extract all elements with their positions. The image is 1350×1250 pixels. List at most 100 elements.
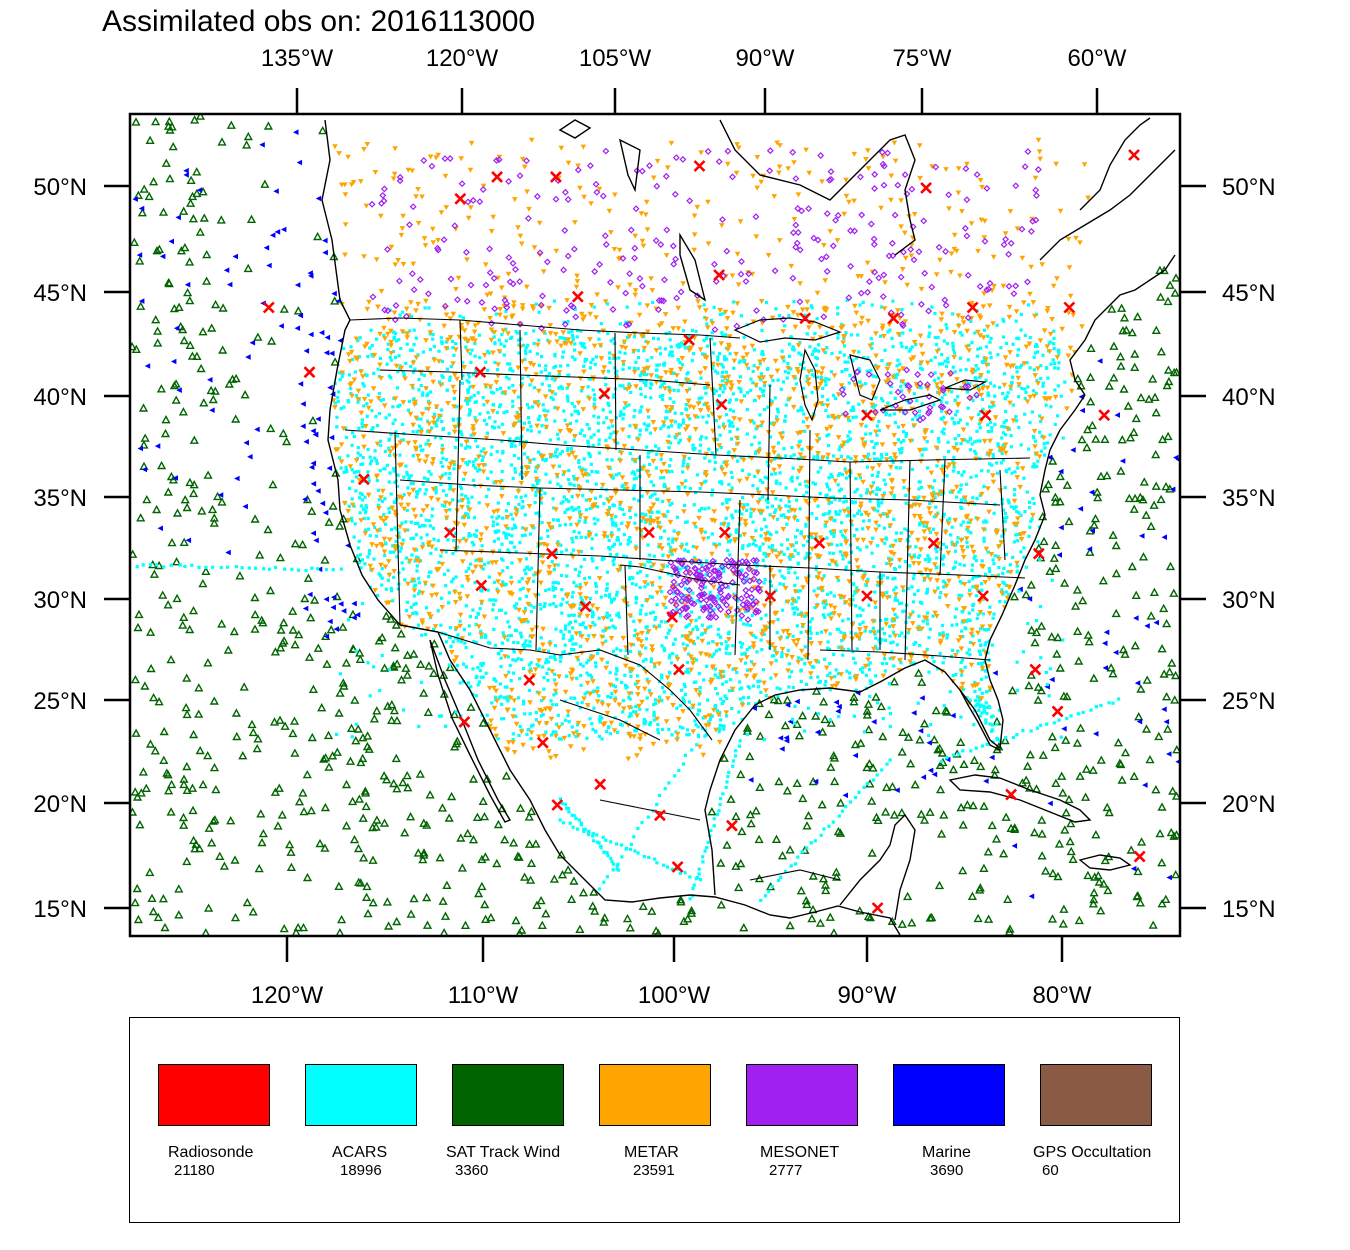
acars-marker: [778, 471, 782, 475]
acars-marker: [402, 493, 406, 497]
sat-track-wind-marker: [984, 914, 994, 923]
sat-track-wind-marker: [736, 769, 746, 779]
sat-track-wind-marker: [1171, 273, 1180, 282]
acars-marker: [518, 597, 522, 601]
sat-track-wind-marker: [1061, 808, 1071, 817]
acars-marker: [456, 639, 460, 643]
acars-marker: [934, 343, 939, 347]
sat-track-wind-marker: [1089, 520, 1099, 529]
sat-track-wind-marker: [166, 807, 176, 816]
sat-track-wind-marker: [185, 257, 195, 266]
sat-track-wind-marker: [1162, 618, 1172, 628]
acars-marker: [521, 499, 525, 503]
acars-marker: [795, 576, 799, 580]
sat-track-wind-marker: [1161, 481, 1171, 491]
sat-track-wind-marker: [275, 552, 285, 562]
acars-marker: [623, 655, 628, 659]
acars-marker: [873, 605, 878, 609]
acars-marker: [511, 404, 515, 408]
acars-marker: [566, 319, 570, 324]
acars-marker: [623, 351, 627, 355]
acars-marker: [814, 363, 818, 367]
acars-marker: [842, 386, 846, 390]
acars-marker: [445, 388, 449, 392]
sat-track-wind-marker: [444, 813, 454, 822]
acars-marker: [474, 369, 478, 373]
sat-track-wind-marker: [159, 755, 169, 764]
acars-marker: [617, 472, 621, 476]
sat-track-wind-marker: [1133, 312, 1143, 321]
acars-marker: [436, 418, 440, 422]
acars-marker: [713, 667, 717, 671]
acars-marker: [1005, 394, 1009, 398]
sat-track-wind-marker: [1049, 553, 1059, 562]
acars-marker: [872, 445, 876, 450]
acars-marker: [610, 598, 614, 602]
sat-track-wind-marker: [1053, 632, 1063, 642]
acars-marker: [677, 423, 681, 427]
marine-marker: [184, 281, 191, 288]
sat-track-wind-marker: [185, 477, 195, 487]
acars-marker: [1007, 501, 1011, 505]
sat-track-wind-marker: [379, 771, 389, 780]
acars-marker: [615, 647, 619, 651]
acars-marker: [649, 657, 653, 661]
acars-marker: [579, 535, 583, 539]
sat-track-wind-marker: [138, 767, 148, 776]
acars-marker: [974, 452, 978, 456]
acars-marker: [645, 574, 649, 578]
acars-marker: [987, 567, 991, 571]
acars-marker: [853, 674, 857, 678]
acars-marker: [526, 456, 530, 460]
acars-marker: [569, 696, 573, 700]
acars-marker: [505, 375, 509, 379]
acars-marker: [537, 417, 541, 422]
acars-marker: [443, 572, 447, 576]
acars-marker: [546, 678, 550, 683]
acars-marker: [855, 487, 859, 492]
acars-marker: [561, 500, 565, 504]
acars-marker: [1015, 569, 1019, 573]
acars-marker: [498, 459, 502, 463]
sat-track-wind-marker: [1125, 433, 1136, 442]
acars-marker: [879, 618, 883, 622]
acars-marker: [511, 648, 515, 652]
acars-marker: [973, 331, 977, 335]
acars-marker: [493, 361, 497, 365]
acars-marker: [476, 612, 480, 616]
sat-track-wind-marker: [132, 792, 143, 801]
acars-marker: [653, 444, 658, 448]
acars-marker: [604, 383, 608, 387]
acars-marker: [565, 508, 569, 512]
sat-track-wind-marker: [146, 663, 156, 673]
acars-marker: [695, 599, 699, 603]
acars-marker: [517, 338, 521, 342]
sat-track-wind-marker: [479, 811, 490, 821]
acars-marker: [565, 574, 569, 578]
acars-marker: [374, 458, 378, 463]
acars-marker: [556, 482, 560, 486]
acars-marker: [721, 502, 725, 506]
acars-marker: [444, 472, 448, 476]
acars-marker: [413, 367, 417, 371]
acars-marker: [845, 669, 849, 673]
acars-marker: [400, 561, 404, 565]
acars-marker: [426, 477, 430, 481]
acars-marker: [988, 420, 993, 424]
acars-marker: [848, 671, 852, 675]
acars-marker: [584, 535, 588, 539]
sat-track-wind-marker: [456, 833, 466, 842]
acars-marker: [364, 504, 368, 508]
sat-track-wind-marker: [438, 896, 448, 905]
acars-marker: [354, 489, 358, 493]
acars-marker: [873, 457, 877, 461]
acars-marker: [687, 652, 691, 656]
acars-marker: [727, 419, 731, 423]
acars-marker: [466, 390, 470, 395]
acars-marker: [372, 371, 376, 375]
acars-marker: [469, 395, 473, 399]
acars-marker: [834, 512, 838, 516]
acars-marker: [947, 449, 951, 454]
sat-track-wind-marker: [1168, 786, 1178, 795]
sat-track-wind-marker: [250, 514, 260, 523]
